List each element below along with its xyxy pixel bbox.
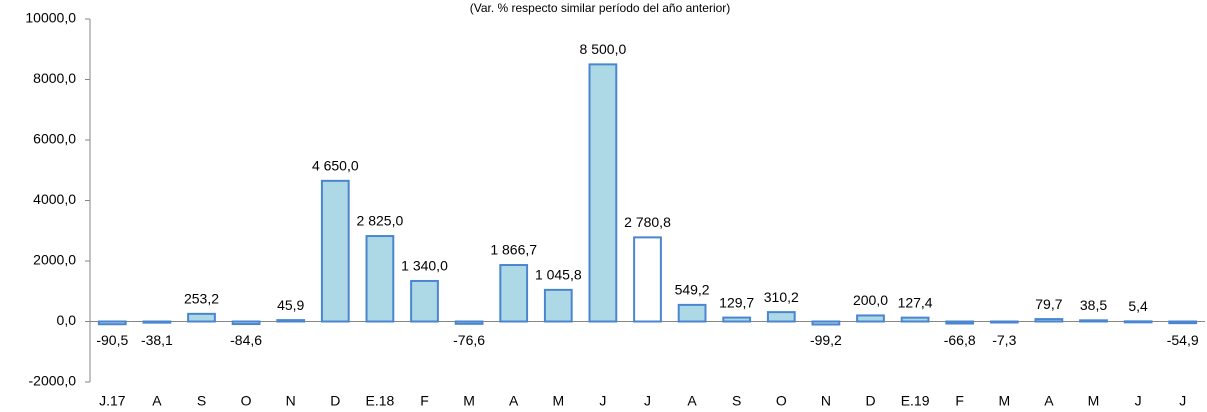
- value-label: -99,2: [810, 332, 842, 348]
- value-label: 310,2: [764, 289, 799, 305]
- y-tick-label: 2000,0: [33, 252, 76, 268]
- value-label: -66,8: [944, 332, 976, 348]
- value-label: 4 650,0: [312, 158, 359, 174]
- value-label: 2 780,8: [624, 214, 671, 230]
- bar: [811, 320, 841, 326]
- value-label: 1 866,7: [490, 242, 537, 258]
- value-label: 8 500,0: [580, 41, 627, 57]
- x-tick-label: A: [509, 393, 519, 409]
- value-label: 38,5: [1080, 297, 1107, 313]
- value-label: 79,7: [1035, 296, 1062, 312]
- x-tick-label: J: [599, 393, 606, 409]
- value-label: 200,0: [853, 292, 888, 308]
- value-label: -38,1: [141, 332, 173, 348]
- bar: [320, 179, 350, 323]
- x-tick-label: M: [998, 393, 1010, 409]
- y-tick-label: 8000,0: [33, 70, 76, 86]
- bar: [766, 311, 796, 323]
- x-tick-label: O: [776, 393, 787, 409]
- bar: [677, 303, 707, 323]
- x-tick-label: O: [241, 393, 252, 409]
- x-tick-label: S: [197, 393, 206, 409]
- value-label: -7,3: [992, 332, 1016, 348]
- bar: [231, 320, 261, 326]
- x-tick-label: S: [732, 393, 741, 409]
- y-tick-label: 6000,0: [33, 131, 76, 147]
- bar: [499, 264, 529, 323]
- bar: [365, 235, 395, 323]
- value-label: -76,6: [453, 332, 485, 348]
- bar: [454, 320, 484, 325]
- chart-subtitle: (Var. % respecto similar período del año…: [470, 1, 731, 15]
- x-tick-label: N: [821, 393, 831, 409]
- bar: [410, 279, 439, 323]
- value-label: 45,9: [277, 297, 304, 313]
- value-label: -90,5: [96, 332, 128, 348]
- x-tick-label: N: [286, 393, 296, 409]
- x-tick-label: J: [1179, 393, 1186, 409]
- x-tick-label: E.19: [901, 393, 930, 409]
- x-tick-label: M: [552, 393, 564, 409]
- x-tick-label: D: [330, 393, 340, 409]
- x-tick-label: D: [865, 393, 875, 409]
- y-tick-label: -2000,0: [29, 373, 77, 389]
- value-label: 549,2: [675, 282, 710, 298]
- x-tick-label: E.18: [365, 393, 394, 409]
- x-tick-label: M: [1088, 393, 1100, 409]
- value-label: 1 340,0: [401, 258, 448, 274]
- value-label: 2 825,0: [357, 213, 404, 229]
- bar: [543, 288, 573, 323]
- x-tick-label: A: [1044, 393, 1054, 409]
- x-tick-label: M: [463, 393, 475, 409]
- value-label: 5,4: [1128, 298, 1148, 314]
- x-tick-label: J: [644, 393, 651, 409]
- bar: [856, 314, 885, 323]
- value-label: -84,6: [230, 332, 262, 348]
- value-label: 127,4: [898, 294, 933, 310]
- value-label: -54,9: [1167, 332, 1199, 348]
- x-tick-label: A: [687, 393, 697, 409]
- value-label: 1 045,8: [535, 267, 582, 283]
- y-tick-label: 10000,0: [25, 10, 76, 26]
- x-tick-label: J: [1135, 393, 1142, 409]
- x-tick-label: A: [152, 393, 162, 409]
- value-label: 253,2: [184, 291, 219, 307]
- y-tick-label: 4000,0: [33, 191, 76, 207]
- bar: [1079, 319, 1108, 323]
- bar: [97, 320, 127, 326]
- bar: [722, 316, 752, 323]
- bar: [142, 320, 172, 324]
- bar: [900, 316, 930, 323]
- bar: [276, 319, 306, 323]
- bar: [588, 63, 618, 323]
- bar: [1034, 318, 1064, 323]
- bar: [187, 312, 216, 323]
- bar: [633, 236, 662, 323]
- bar: [1168, 320, 1198, 325]
- bar: [989, 320, 1019, 324]
- x-tick-label: J.17: [99, 393, 126, 409]
- value-label: 129,7: [719, 294, 754, 310]
- y-tick-label: 0,0: [57, 312, 77, 328]
- x-tick-label: F: [420, 393, 429, 409]
- bar: [1123, 320, 1153, 324]
- x-tick-label: F: [955, 393, 964, 409]
- bar: [945, 320, 975, 325]
